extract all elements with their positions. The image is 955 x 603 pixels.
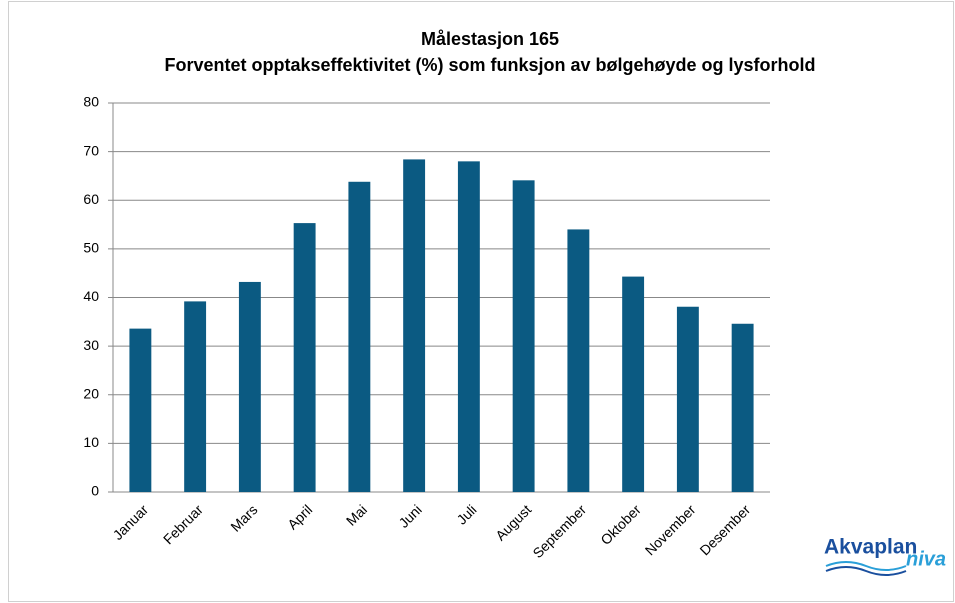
bar <box>457 161 480 492</box>
y-tick-label: 70 <box>83 142 99 158</box>
y-tick-label: 60 <box>83 191 99 207</box>
bar <box>731 323 754 492</box>
bar <box>622 276 645 492</box>
chart-subtitle: Forventet opptakseffektivitet (%) som fu… <box>164 55 815 75</box>
bar <box>567 229 590 493</box>
logo-wave <box>825 561 907 571</box>
chart-title: Målestasjon 165 <box>421 29 559 49</box>
y-tick-label: 10 <box>83 434 99 450</box>
y-tick-label: 20 <box>83 385 99 401</box>
bar <box>129 328 152 492</box>
bar <box>293 223 316 492</box>
y-tick-label: 0 <box>91 483 99 499</box>
bar <box>403 159 426 492</box>
logo-word: niva <box>906 548 946 570</box>
logo-wave <box>825 566 907 576</box>
bar <box>348 181 371 492</box>
chart-frame <box>8 1 954 602</box>
bar <box>238 281 261 492</box>
y-tick-label: 40 <box>83 288 99 304</box>
y-tick-label: 30 <box>83 337 99 353</box>
y-tick-label: 50 <box>83 240 99 256</box>
y-tick-label: 80 <box>83 94 99 110</box>
logo-word: Akvaplan <box>824 536 917 559</box>
bar <box>184 301 207 492</box>
bar <box>512 180 535 492</box>
logo: Akvaplan niva <box>824 536 946 576</box>
bar <box>676 306 699 492</box>
